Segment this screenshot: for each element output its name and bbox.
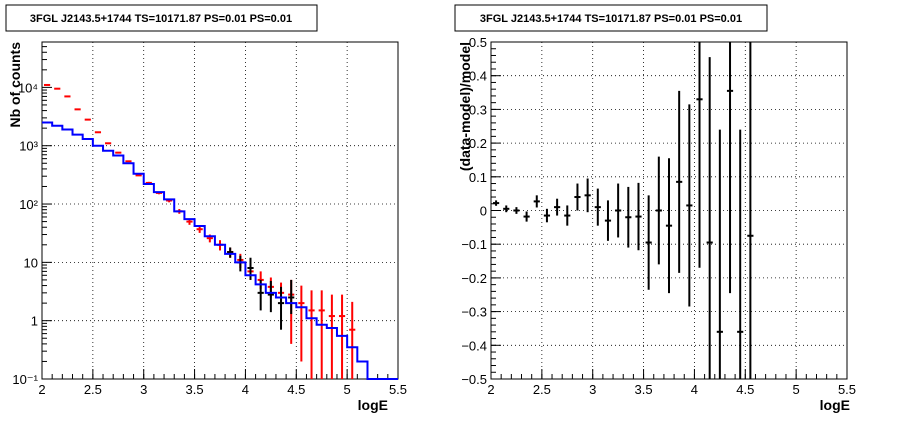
R-y-tick-label: −0.5 bbox=[461, 372, 487, 387]
residual-y-tick-labels: −0.5 −0.4 −0.3 −0.2 −0.1 0 0.1 0.2 0.3 0.4 0.5 bbox=[461, 35, 487, 387]
L-y-tick-label: 1 bbox=[31, 314, 38, 329]
R-y-tick-label: 0.2 bbox=[469, 136, 487, 151]
L-x-tick-label: 3.5 bbox=[186, 382, 204, 397]
L-x-tick-label: 5.5 bbox=[389, 382, 407, 397]
R-x-tick-label: 5.5 bbox=[838, 382, 856, 397]
spectrum-plot-frame bbox=[41, 41, 399, 380]
R-y-tick-label: 0.5 bbox=[469, 35, 487, 50]
L-x-tick-label: 5 bbox=[344, 382, 351, 397]
spectrum-y-axis-label: Nb of counts bbox=[7, 42, 23, 128]
residual-title-box bbox=[454, 4, 768, 32]
L-y-tick-label: 10³ bbox=[19, 139, 38, 154]
L-y-tick-label: 10⁻¹ bbox=[12, 372, 38, 387]
R-x-tick-label: 2.5 bbox=[533, 382, 551, 397]
R-y-tick-label: 0.3 bbox=[469, 102, 487, 117]
residual-title: 3FGL J2143.5+1744 TS=10171.87 PS=0.01 PS… bbox=[480, 13, 742, 25]
L-y-tick-label: 10⁴ bbox=[18, 80, 38, 95]
residual-x-axis-label: logE bbox=[820, 397, 850, 413]
L-x-tick-label: 2.5 bbox=[84, 382, 102, 397]
L-y-tick-label: 10² bbox=[19, 197, 38, 212]
R-y-tick-label: 0.4 bbox=[469, 69, 487, 84]
spectrum-title: 3FGL J2143.5+1744 TS=10171.87 PS=0.01 PS… bbox=[30, 13, 292, 25]
spectrum-grid bbox=[42, 42, 398, 379]
L-x-tick-label: 4.5 bbox=[287, 382, 305, 397]
R-x-tick-label: 5 bbox=[793, 382, 800, 397]
L-x-tick-label: 3 bbox=[140, 382, 147, 397]
spectrum-x-tick-labels: 2 2.5 3 3.5 4 4.5 5 5.5 bbox=[38, 382, 407, 397]
R-y-tick-label: −0.3 bbox=[461, 305, 487, 320]
spectrum-title-box bbox=[5, 4, 318, 32]
spectrum-data bbox=[42, 83, 398, 380]
R-x-tick-label: 3 bbox=[589, 382, 596, 397]
spectrum-panel: 3FGL J2143.5+1744 TS=10171.87 PS=0.01 PS… bbox=[5, 4, 407, 413]
R-x-tick-label: 4.5 bbox=[736, 382, 754, 397]
spectrum-x-axis-label: logE bbox=[358, 397, 388, 413]
residual-data bbox=[493, 42, 754, 379]
R-y-tick-label: −0.1 bbox=[461, 237, 487, 252]
residual-x-tick-labels: 2 2.5 3 3.5 4 4.5 5 5.5 bbox=[487, 382, 856, 397]
residual-panel: 3FGL J2143.5+1744 TS=10171.87 PS=0.01 PS… bbox=[454, 4, 856, 413]
R-y-tick-label: −0.4 bbox=[461, 338, 487, 353]
R-x-tick-label: 2 bbox=[487, 382, 494, 397]
R-y-tick-label: 0.1 bbox=[469, 170, 487, 185]
R-y-tick-label: 0 bbox=[480, 204, 487, 219]
R-x-tick-label: 4 bbox=[691, 382, 698, 397]
residual-ticks bbox=[490, 41, 848, 380]
L-y-tick-label: 10 bbox=[24, 255, 38, 270]
spectrum-ticks bbox=[41, 41, 399, 380]
L-x-tick-label: 2 bbox=[38, 382, 45, 397]
L-x-tick-label: 4 bbox=[242, 382, 249, 397]
residual-y-axis-label: (data-model)/model bbox=[457, 42, 473, 171]
L-model-step-line bbox=[42, 121, 398, 380]
R-x-tick-label: 3.5 bbox=[635, 382, 653, 397]
residual-grid bbox=[491, 42, 847, 379]
R-y-tick-label: −0.2 bbox=[461, 271, 487, 286]
spectrum-y-tick-labels: 10⁻¹ 1 10 10² 10³ 10⁴ bbox=[12, 80, 38, 387]
